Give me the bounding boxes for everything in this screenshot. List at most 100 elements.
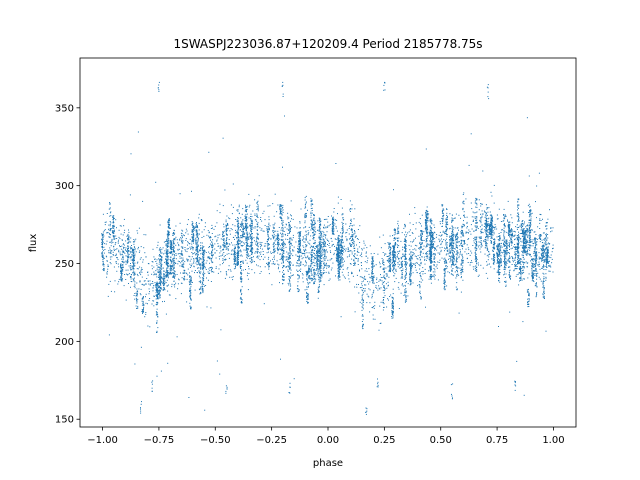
data-point: [500, 260, 502, 262]
data-point: [382, 268, 384, 270]
data-point: [305, 202, 307, 204]
data-point: [517, 206, 519, 208]
data-point: [197, 261, 199, 263]
data-point: [526, 239, 528, 241]
data-point: [535, 261, 537, 263]
data-point: [132, 256, 134, 257]
data-point: [535, 241, 537, 243]
data-point: [490, 221, 492, 223]
data-point: [514, 249, 516, 251]
data-point: [323, 239, 325, 241]
data-point: [160, 269, 162, 271]
data-point: [339, 276, 341, 278]
data-point: [354, 257, 356, 259]
data-point: [396, 233, 398, 235]
data-point: [545, 228, 547, 230]
data-point: [237, 252, 239, 254]
data-point: [353, 245, 355, 247]
data-point: [527, 230, 529, 232]
data-point: [241, 234, 243, 236]
data-point: [134, 257, 135, 259]
data-point: [246, 243, 248, 245]
data-point: [518, 219, 519, 221]
data-point: [382, 300, 384, 302]
data-point: [313, 253, 315, 254]
data-point: [441, 212, 443, 214]
data-point: [183, 263, 185, 265]
data-point: [245, 215, 247, 217]
data-point: [319, 257, 321, 259]
data-point: [222, 231, 224, 233]
data-point: [210, 244, 212, 246]
data-point: [196, 272, 198, 273]
data-point: [238, 204, 240, 206]
data-point: [449, 241, 451, 243]
data-point: [524, 233, 526, 235]
data-point: [311, 280, 313, 282]
data-point: [209, 253, 211, 255]
data-point: [314, 248, 316, 249]
data-point: [311, 258, 313, 260]
data-point: [122, 257, 124, 259]
data-point: [190, 298, 192, 300]
data-point: [123, 262, 125, 264]
data-point: [475, 226, 477, 228]
data-point: [222, 233, 224, 235]
data-point: [542, 272, 544, 274]
data-point: [511, 240, 513, 242]
data-point: [282, 224, 284, 226]
data-point: [529, 254, 530, 256]
data-point: [394, 262, 396, 264]
data-point: [462, 268, 464, 270]
data-point: [514, 247, 516, 249]
data-point: [453, 260, 455, 262]
data-point: [316, 258, 318, 260]
data-point: [526, 245, 528, 247]
data-point: [314, 274, 316, 275]
data-point: [321, 272, 323, 274]
data-point: [419, 281, 421, 283]
data-point: [545, 241, 547, 243]
data-point: [534, 270, 536, 272]
data-point: [169, 246, 171, 248]
data-point: [170, 241, 172, 243]
data-point: [189, 302, 191, 304]
data-point: [156, 330, 158, 332]
data-point: [201, 282, 203, 284]
data-point: [541, 259, 543, 261]
data-point: [256, 239, 257, 241]
data-point: [142, 300, 144, 302]
data-point: [443, 282, 445, 284]
data-point: [110, 211, 112, 213]
data-point: [278, 234, 280, 236]
data-point: [517, 238, 518, 240]
data-point: [532, 260, 534, 262]
data-point: [281, 233, 283, 235]
data-point: [310, 258, 312, 260]
data-point: [196, 245, 198, 247]
data-point: [339, 254, 341, 256]
data-point: [405, 266, 407, 268]
data-point: [251, 226, 253, 228]
data-point: [166, 253, 168, 255]
data-point: [493, 254, 495, 255]
data-point: [405, 240, 407, 241]
data-point: [281, 247, 283, 248]
data-point: [393, 264, 395, 266]
data-point: [340, 255, 342, 257]
data-point: [528, 306, 530, 307]
data-point: [528, 298, 530, 299]
data-point: [351, 245, 352, 247]
data-point: [545, 269, 547, 271]
data-point: [192, 225, 194, 227]
data-point: [492, 230, 494, 232]
data-point: [463, 214, 465, 216]
data-point: [404, 224, 406, 226]
data-point: [451, 221, 453, 223]
data-point: [311, 269, 313, 271]
data-point: [182, 257, 184, 259]
data-point: [349, 200, 351, 202]
data-point: [191, 236, 193, 238]
data-point: [528, 288, 529, 290]
data-point: [442, 217, 444, 219]
